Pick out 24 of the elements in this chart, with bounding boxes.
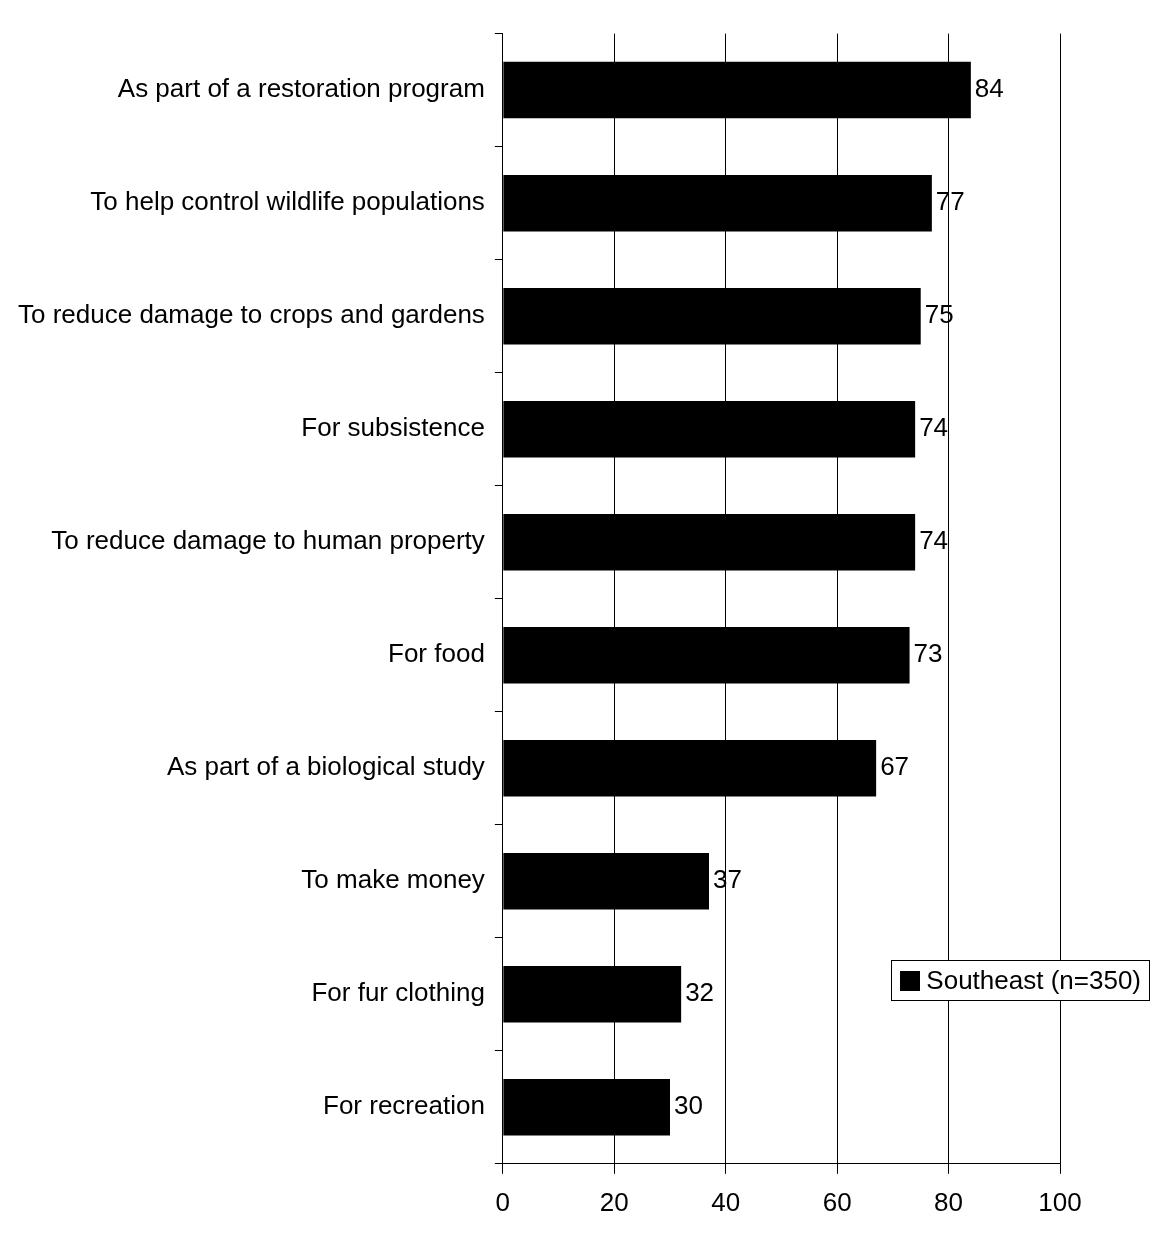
x-tick-label: 60 — [822, 1186, 852, 1217]
y-tick-label: For fur clothing — [311, 977, 485, 1008]
data-label: 74 — [919, 525, 949, 556]
y-tick-label: As part of a biological study — [166, 751, 485, 782]
y-tick-label: For subsistence — [301, 412, 485, 443]
y-tick-label: To reduce damage to crops and gardens — [18, 299, 485, 330]
x-tick-label: 100 — [1038, 1186, 1082, 1217]
data-label: 73 — [913, 638, 943, 669]
y-tick-label: To make money — [301, 864, 485, 895]
y-tick-label: For recreation — [323, 1090, 485, 1121]
legend-label: Southeast (n=350) — [926, 965, 1141, 996]
y-tick-label: To reduce damage to human property — [51, 525, 485, 556]
x-tick-label: 40 — [711, 1186, 741, 1217]
x-tick-label: 0 — [495, 1186, 511, 1217]
y-tick-label: To help control wildlife populations — [90, 186, 485, 217]
y-tick-label: For food — [388, 638, 485, 669]
data-label: 32 — [685, 977, 715, 1008]
data-label: 30 — [674, 1090, 703, 1121]
y-tick-label: As part of a restoration program — [117, 73, 485, 104]
data-label: 84 — [974, 73, 1004, 104]
x-tick-label: 20 — [599, 1186, 629, 1217]
x-tick-label: 80 — [934, 1186, 964, 1217]
data-label: 67 — [880, 751, 910, 782]
data-label: 74 — [919, 412, 949, 443]
